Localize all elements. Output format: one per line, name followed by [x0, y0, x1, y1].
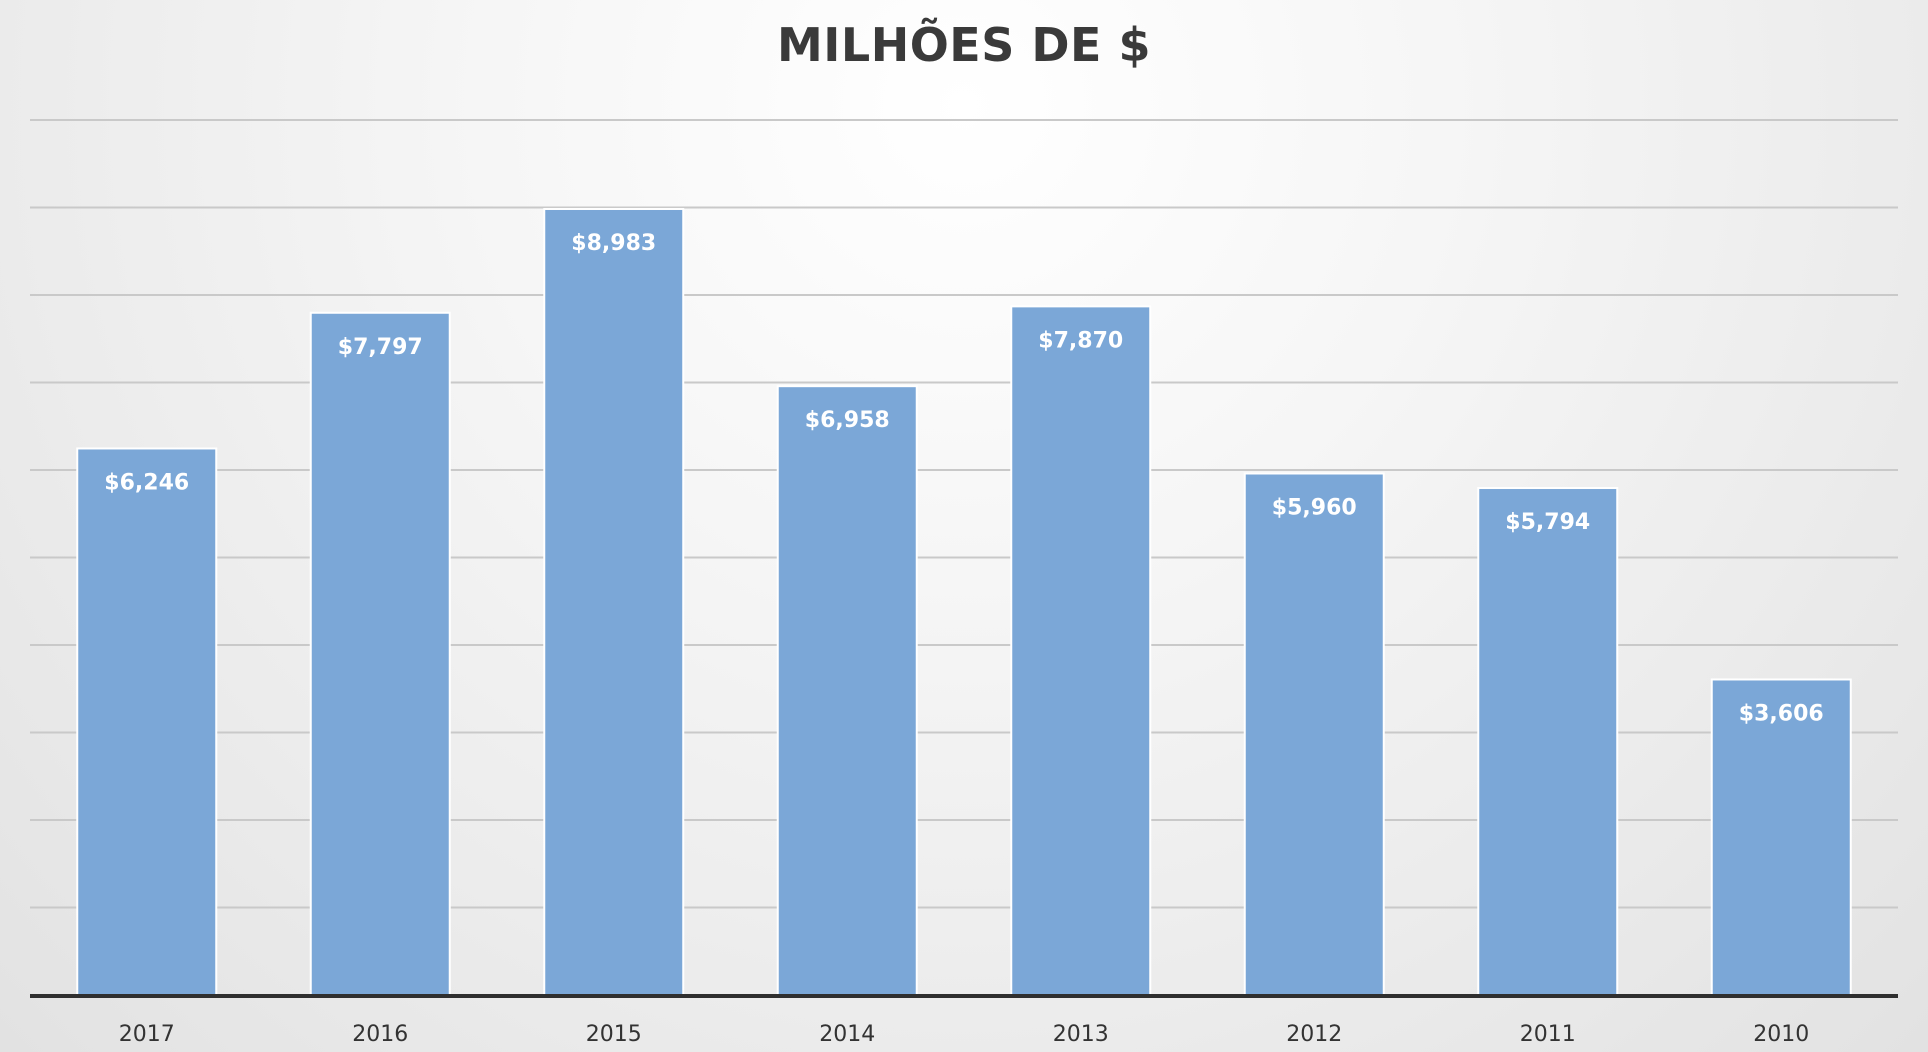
data-label: $6,246: [104, 470, 189, 495]
x-tick-label: 2010: [1753, 1022, 1809, 1047]
data-label: $7,870: [1038, 328, 1123, 353]
x-tick-label: 2014: [819, 1022, 875, 1047]
data-label: $5,794: [1505, 510, 1590, 535]
data-label: $7,797: [338, 335, 423, 360]
bar: [776, 385, 918, 996]
bar: [76, 447, 218, 997]
x-tick-label: 2016: [352, 1022, 408, 1047]
chart-title: MILHÕES DE $: [777, 18, 1151, 72]
bar: [1477, 487, 1619, 996]
x-tick-label: 2015: [586, 1022, 642, 1047]
data-label: $6,958: [805, 408, 890, 433]
x-tick-label: 2011: [1520, 1022, 1576, 1047]
bar: [1010, 305, 1152, 996]
bar: [309, 311, 451, 996]
x-tick-label: 2013: [1053, 1022, 1109, 1047]
bar: [543, 207, 685, 997]
x-tick-label: 2017: [119, 1022, 175, 1047]
data-label: $3,606: [1739, 701, 1824, 726]
data-label: $8,983: [571, 231, 656, 256]
data-label: $5,960: [1272, 496, 1357, 521]
bar: [1710, 678, 1852, 996]
bar: [1243, 472, 1385, 996]
x-tick-label: 2012: [1286, 1022, 1342, 1047]
